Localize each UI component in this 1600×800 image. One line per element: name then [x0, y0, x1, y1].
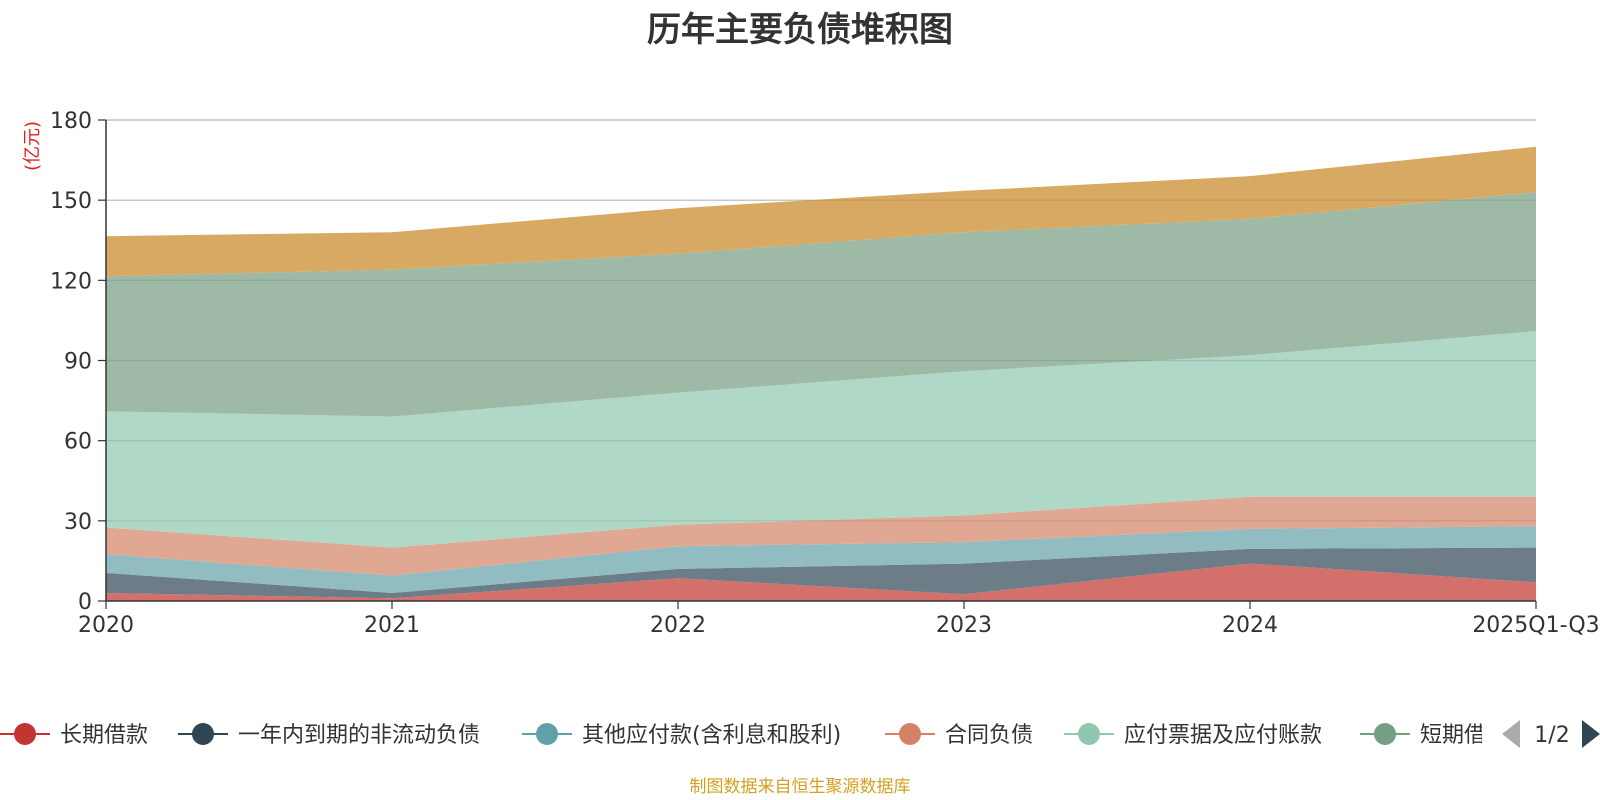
y-tick-label: 150 [50, 189, 92, 214]
legend-marker-icon [192, 723, 214, 745]
legend-item-短期借款[interactable]: 短期借款 [1360, 723, 1508, 748]
legend-label: 一年内到期的非流动负债 [238, 723, 480, 748]
legend-item-合同负债[interactable]: 合同负债 [885, 723, 1033, 748]
legend-marker-icon [1374, 723, 1396, 745]
legend-label: 长期借款 [60, 723, 148, 748]
x-tick-label: 2020 [78, 613, 134, 638]
legend-label: 合同负债 [945, 723, 1033, 748]
area-短期借款 [106, 192, 1536, 417]
x-tick-label: 2021 [364, 613, 420, 638]
legend-item-长期借款[interactable]: 长期借款 [0, 723, 148, 748]
y-tick-label: 30 [64, 510, 92, 535]
legend: 长期借款 一年内到期的非流动负债 其他应付款(含利息和股利) 合同负债 应付票据及应付账… [0, 720, 1600, 748]
area-长期借款 [106, 563, 1536, 601]
x-tick-label: 2023 [936, 613, 992, 638]
area-一年内到期的非流动负债 [106, 547, 1536, 599]
area-合同负债 [106, 496, 1536, 576]
legend-marker-icon [899, 723, 921, 745]
area-其他应付款(含利息和股利) [106, 526, 1536, 593]
source-note: 制图数据来自恒生聚源数据库 [689, 777, 911, 797]
chart-title: 历年主要负债堆积图 [647, 10, 953, 50]
area-其他 [106, 146, 1536, 277]
y-tick-label: 120 [50, 269, 92, 294]
legend-label: 应付票据及应付账款 [1124, 723, 1322, 748]
x-tick-label: 2024 [1222, 613, 1278, 638]
legend-prev-page-icon[interactable] [1502, 720, 1520, 748]
y-tick-label: 180 [50, 109, 92, 134]
legend-next-page-icon[interactable] [1582, 720, 1600, 748]
legend-marker-icon [536, 723, 558, 745]
y-tick-label: 90 [64, 350, 92, 375]
legend-items: 长期借款 一年内到期的非流动负债 其他应付款(含利息和股利) 合同负债 应付票据及应付账… [0, 723, 1508, 748]
legend-marker-icon [14, 723, 36, 745]
x-tick-label: 2025Q1-Q3 [1472, 613, 1599, 638]
legend-marker-icon [1078, 723, 1100, 745]
legend-item-其他应付款(含利息和股利)[interactable]: 其他应付款(含利息和股利) [522, 723, 841, 748]
y-tick-label: 0 [78, 590, 92, 615]
legend-page-indicator: 1/2 [1534, 723, 1569, 748]
legend-item-应付票据及应付账款[interactable]: 应付票据及应付账款 [1064, 723, 1322, 748]
area-layer [106, 119, 1536, 601]
axes: 0 30 60 90 120 150 180 2020 2021 2022 2023 2024 2025… [50, 109, 1600, 638]
area-应付票据及应付账款 [106, 331, 1536, 548]
legend-label: 其他应付款(含利息和股利) [582, 723, 841, 748]
legend-label: 短期借款 [1420, 723, 1508, 748]
x-tick-label: 2022 [650, 613, 706, 638]
legend-item-一年内到期的非流动负债[interactable]: 一年内到期的非流动负债 [178, 723, 480, 748]
y-tick-label: 60 [64, 430, 92, 455]
y-axis-unit-label: (亿元) [22, 121, 43, 171]
